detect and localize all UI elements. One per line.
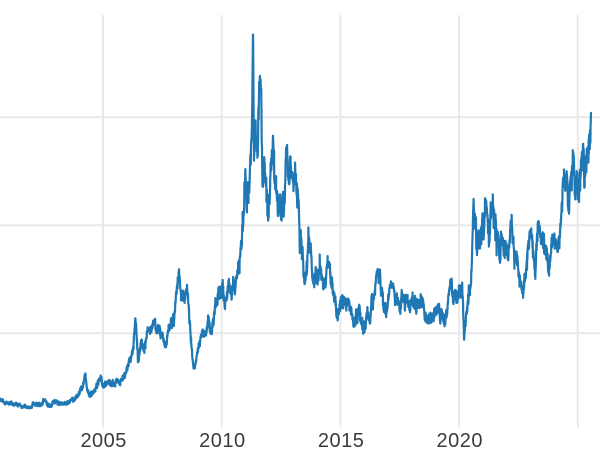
svg-text:2020: 2020: [437, 430, 484, 450]
svg-text:2010: 2010: [199, 430, 246, 450]
svg-text:2005: 2005: [80, 430, 127, 450]
svg-text:2015: 2015: [318, 430, 365, 450]
